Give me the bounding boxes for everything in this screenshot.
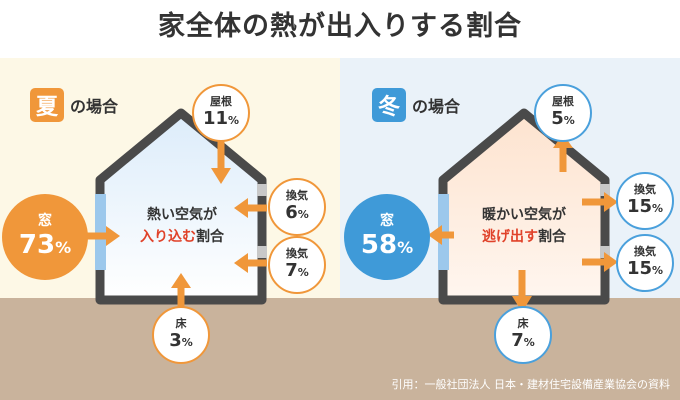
winter-vent1-circle: 換気 15%: [616, 172, 674, 230]
summer-inside-suffix: 割合: [196, 229, 224, 245]
summer-window-label: 窓: [38, 212, 52, 229]
summer-vent1-unit: %: [297, 207, 309, 221]
winter-floor-arrow: [512, 270, 532, 312]
summer-inside-line1: 熱い空気が: [147, 207, 217, 223]
summer-vent2-circle: 換気 7%: [268, 236, 326, 294]
winter-floor-circle: 床 7%: [494, 306, 552, 364]
summer-roof-unit: %: [228, 113, 240, 127]
winter-window-unit: %: [397, 237, 414, 257]
summer-vent1-value: 6: [285, 201, 298, 223]
summer-vent2-label: 換気: [286, 246, 308, 260]
summer-header: 夏 の場合: [30, 88, 118, 122]
summer-floor-label: 床: [175, 316, 187, 330]
winter-roof-unit: %: [563, 113, 575, 127]
summer-window-arrow: [84, 226, 120, 246]
winter-inside-caption: 暖かい空気が 逃げ出す割合: [462, 204, 586, 248]
winter-vent-1: [600, 184, 610, 196]
summer-floor-unit: %: [181, 335, 193, 349]
summer-vent-1: [257, 184, 267, 196]
winter-vent2-circle: 換気 15%: [616, 234, 674, 292]
summer-vent1-circle: 換気 6%: [268, 178, 326, 236]
summer-window-value: 73: [18, 229, 56, 260]
page-title: 家全体の熱が出入りする割合: [158, 11, 522, 42]
source-citation: 引用：一般社団法人 日本・建材住宅設備産業協会の資料: [391, 378, 671, 391]
winter-window-circle: 窓 58%: [344, 194, 430, 280]
winter-label: の場合: [412, 97, 461, 116]
winter-header: 冬 の場合: [372, 88, 460, 122]
summer-vent1-label: 換気: [286, 188, 308, 202]
ground: [0, 298, 680, 400]
winter-vent-2: [600, 246, 610, 258]
winter-roof-circle: 屋根 5%: [534, 84, 592, 142]
summer-window-circle: 窓 73%: [2, 194, 88, 280]
winter-vent2-value: 15: [626, 257, 653, 279]
winter-window-label: 窓: [380, 212, 394, 229]
winter-floor-label: 床: [517, 316, 529, 330]
winter-badge: 冬: [372, 88, 406, 122]
winter-inside-highlight: 逃げ出す: [482, 229, 538, 245]
summer-roof-label: 屋根: [210, 94, 232, 108]
winter-vent1-unit: %: [652, 201, 664, 215]
summer-floor-circle: 床 3%: [152, 306, 210, 364]
winter-vent2-label: 換気: [634, 244, 656, 258]
winter-inside-suffix: 割合: [538, 229, 566, 245]
summer-roof-arrow: [211, 138, 231, 184]
winter-vent2-arrow: [582, 252, 618, 272]
winter-vent2-unit: %: [652, 263, 664, 277]
summer-roof-circle: 屋根 11%: [192, 84, 250, 142]
summer-label: の場合: [70, 97, 119, 116]
winter-vent1-label: 換気: [634, 182, 656, 196]
summer-roof-value: 11: [202, 107, 229, 129]
summer-vent2-unit: %: [297, 265, 309, 279]
summer-vent2-value: 7: [285, 259, 298, 281]
winter-window-value: 58: [360, 229, 398, 260]
winter-vent1-arrow: [582, 192, 618, 212]
summer-floor-value: 3: [169, 329, 182, 351]
summer-inside-caption: 熱い空気が 入り込む割合: [120, 204, 244, 248]
winter-vent1-value: 15: [626, 195, 653, 217]
winter-floor-unit: %: [523, 335, 535, 349]
summer-inside-highlight: 入り込む: [140, 229, 196, 245]
summer-window: [95, 194, 106, 270]
winter-floor-value: 7: [511, 329, 524, 351]
summer-vent-2: [257, 246, 267, 258]
summer-badge: 夏: [30, 88, 64, 122]
winter-roof-label: 屋根: [552, 94, 574, 108]
winter-roof-value: 5: [551, 107, 564, 129]
summer-vent1-arrow: [234, 198, 267, 218]
winter-inside-line1: 暖かい空気が: [482, 207, 566, 223]
summer-vent2-arrow: [234, 253, 267, 273]
summer-window-unit: %: [55, 237, 72, 257]
winter-window-arrow: [428, 225, 454, 245]
